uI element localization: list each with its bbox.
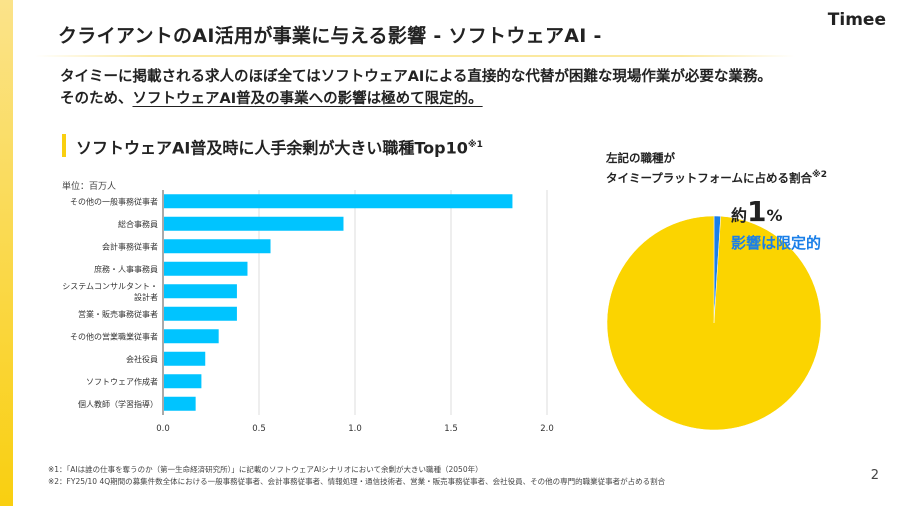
accent-strip <box>0 0 13 506</box>
category-label: 営業・販売事務従事者 <box>78 309 158 319</box>
footnote-1: ※1：「AIは誰の仕事を奪うのか（第一生命経済研究所）」に記載のソフトウェアAI… <box>48 465 483 474</box>
bar <box>164 306 237 321</box>
pie-slice <box>606 215 822 431</box>
bar <box>164 261 248 276</box>
lead-underlined: ソフトウェアAI普及の事業への影響は極めて限定的。 <box>132 91 483 107</box>
bar <box>164 351 206 366</box>
bar <box>164 216 344 231</box>
bar <box>164 329 219 344</box>
bar <box>164 194 513 209</box>
category-label: 会社役員 <box>126 354 158 364</box>
pie-title-line-1: 左記の職種が <box>606 151 675 165</box>
category-label: ソフトウェア作成者 <box>86 376 158 386</box>
page-title: クライアントのAI活用が事業に与える影響 - ソフトウェアAI - <box>58 25 602 47</box>
section-note-mark: ※1 <box>467 140 483 150</box>
footnote-2: ※2：FY25/10 4Q期間の募集件数全体における一般事務従事者、会計事務従事… <box>48 477 666 486</box>
category-label: 会計事務従事者 <box>102 241 158 251</box>
bar <box>164 374 202 389</box>
bar <box>164 239 271 254</box>
pie-impact-label: 影響は限定的 <box>731 234 822 252</box>
category-label: 総合事務員 <box>118 219 158 229</box>
pie-label-unit: % <box>766 206 783 225</box>
pie-note-mark: ※2 <box>811 170 827 180</box>
x-tick-label: 0.5 <box>252 424 266 434</box>
category-label: その他の営業職業従事者 <box>70 331 158 341</box>
section-title-text: ソフトウェアAI普及時に人手余剰が大きい職種Top10 <box>76 138 468 158</box>
category-label: システムコンサルタント・ <box>62 282 158 291</box>
lead-line-1: タイミーに掲載される求人のほぼ全てはソフトウェアAIによる直接的な代替が困難な現… <box>60 69 772 85</box>
lead-text: タイミーに掲載される求人のほぼ全てはソフトウェアAIによる直接的な代替が困難な現… <box>60 66 772 110</box>
pie-label-prefix: 約 <box>731 206 748 225</box>
lead-line-2: そのため、ソフトウェアAI普及の事業への影響は極めて限定的。 <box>60 88 772 110</box>
unit-label: 単位：百万人 <box>62 182 117 192</box>
bar <box>164 396 196 411</box>
timee-logo: Timee <box>827 10 886 30</box>
category-label: その他の一般事務従事者 <box>70 196 158 206</box>
category-label: 個人教師（学習指導） <box>78 399 158 409</box>
pie-label-value: 1 <box>747 195 767 228</box>
lead-prefix: そのため、 <box>60 91 133 107</box>
bar <box>164 284 237 299</box>
pie-percent-label: 約1% <box>731 195 783 228</box>
title-divider <box>35 55 795 57</box>
x-tick-label: 1.0 <box>348 424 362 434</box>
footnotes: ※1：「AIは誰の仕事を奪うのか（第一生命経済研究所）」に記載のソフトウェアAI… <box>48 464 665 488</box>
x-tick-label: 0.0 <box>156 424 170 434</box>
x-tick-label: 2.0 <box>540 424 554 434</box>
x-tick-label: 1.5 <box>444 424 458 434</box>
pie-title-line-2: タイミープラットフォームに占める割合※2 <box>606 167 827 187</box>
page-number: 2 <box>870 468 879 483</box>
section-title: ソフトウェアAI普及時に人手余剰が大きい職種Top10※1 <box>62 134 483 157</box>
pie-title-line-2-text: タイミープラットフォームに占める割合 <box>606 170 812 185</box>
pie-title: 左記の職種が タイミープラットフォームに占める割合※2 <box>606 150 827 187</box>
category-label: 設計者 <box>134 292 158 302</box>
category-label: 庶務・人事事務員 <box>94 264 158 274</box>
